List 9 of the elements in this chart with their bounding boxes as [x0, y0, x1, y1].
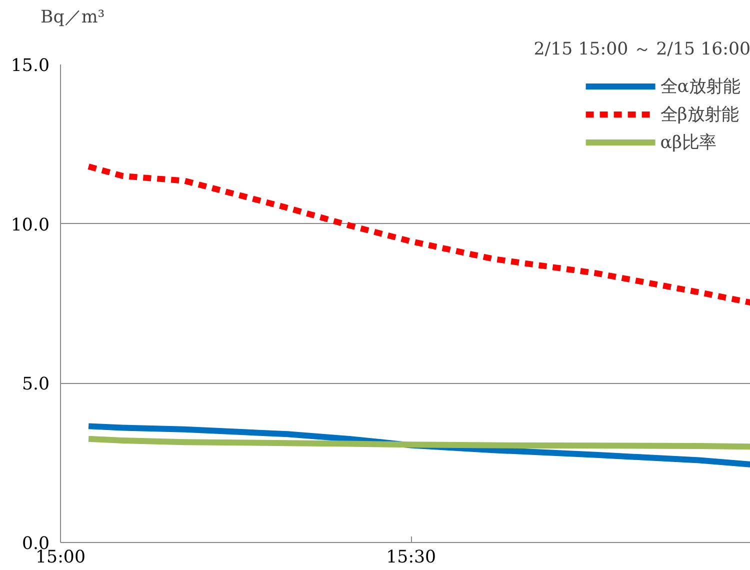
- y-tick-label: 5.0: [22, 374, 50, 395]
- x-tick-label: 15:30: [386, 548, 436, 568]
- text: 2/15 15:00 ～ 2/15 16:00: [534, 40, 750, 60]
- legend-label: 全α放射能: [660, 76, 740, 98]
- legend-label: 全β放射能: [660, 104, 738, 126]
- y-tick-label: 15.0: [10, 56, 50, 76]
- y-tick-label: 10.0: [10, 215, 50, 236]
- y-axis-title: Bq／m³: [40, 8, 105, 28]
- legend-label: αβ比率: [660, 132, 716, 154]
